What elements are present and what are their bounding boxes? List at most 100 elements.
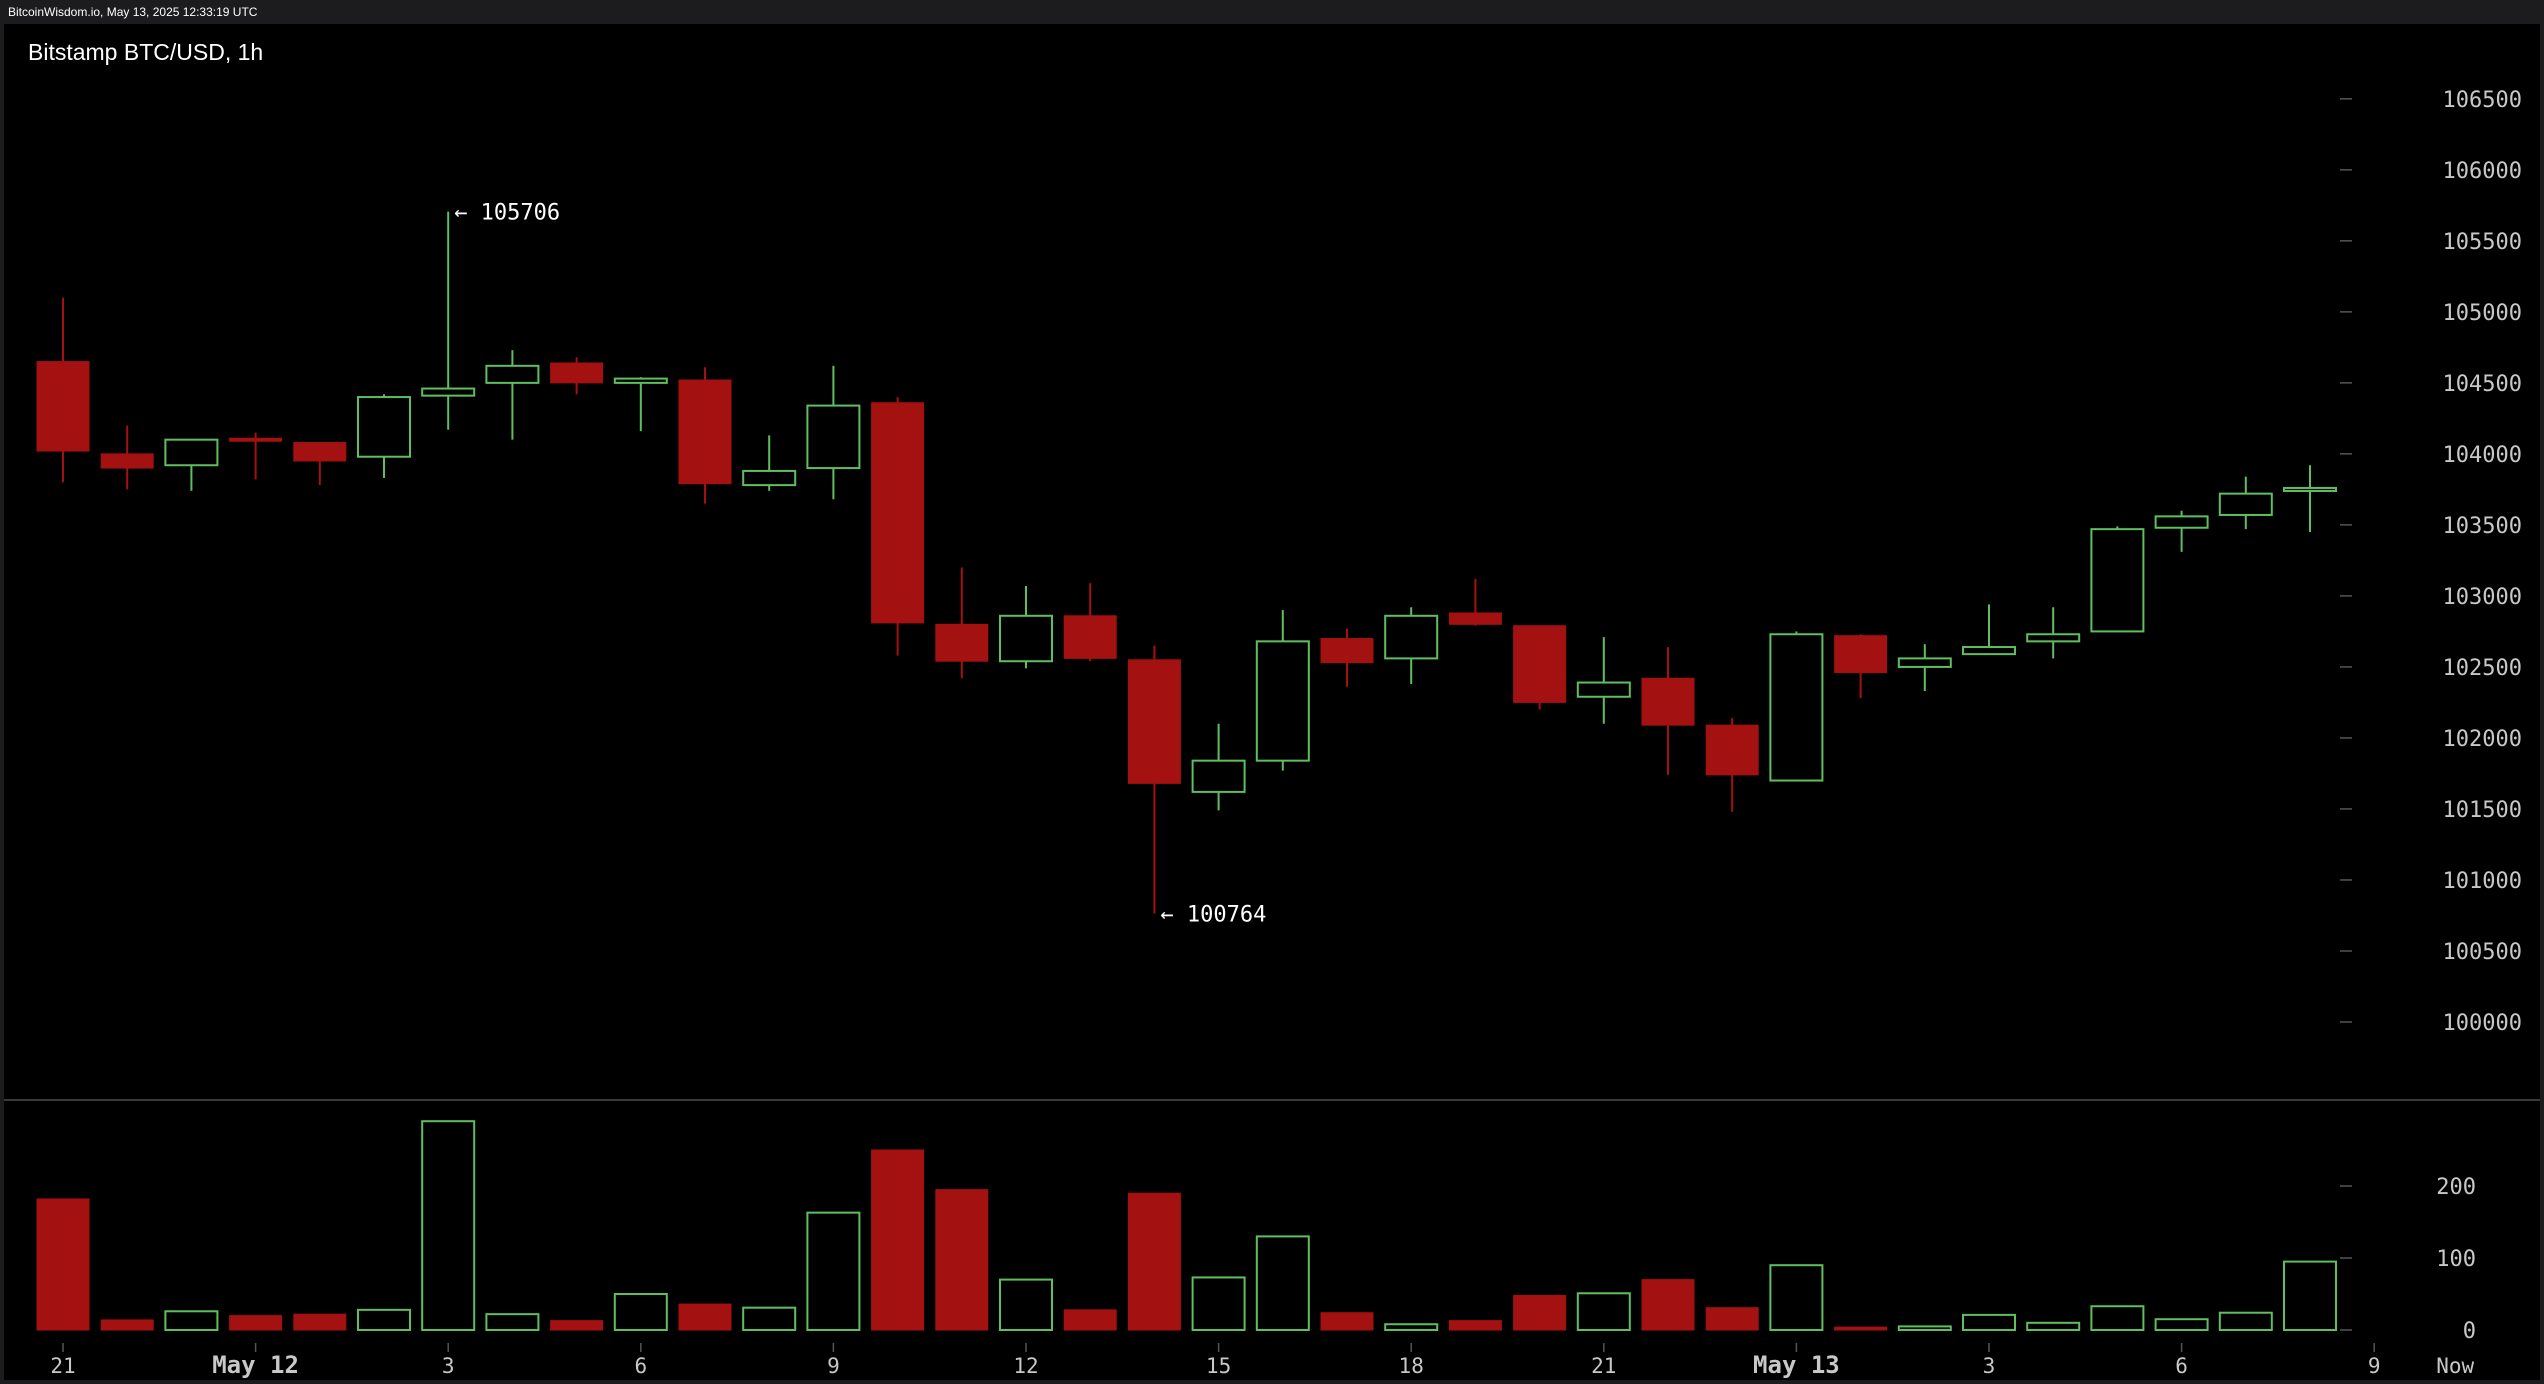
volume-bar-down	[1127, 1192, 1181, 1331]
volume-bar-down	[1705, 1307, 1759, 1331]
candle-body-up	[485, 364, 540, 384]
volume-bar-down	[1063, 1309, 1117, 1331]
candle-body-down	[36, 361, 90, 452]
candle-body-up	[2154, 515, 2209, 529]
time-tick-label: May 13	[1753, 1351, 1840, 1379]
candle-body-up	[1769, 633, 1824, 782]
time-tick-label: 3	[1983, 1354, 1996, 1378]
volume-bar-up	[485, 1313, 540, 1332]
candle-body-up	[421, 387, 476, 397]
volume-tick-label: 0	[2463, 1319, 2476, 1344]
price-tick-label: 105500	[2443, 230, 2522, 255]
volume-bar-up	[2090, 1305, 2145, 1331]
volume-bar-up	[613, 1293, 668, 1331]
top-status-bar: BitcoinWisdom.io, May 13, 2025 12:33:19 …	[0, 0, 2544, 24]
candle-body-up	[1576, 681, 1631, 698]
annotations: ← 105706 ← 100764	[454, 201, 1266, 928]
volume-bar-up	[421, 1120, 476, 1331]
price-tick-label: 101000	[2443, 869, 2522, 894]
price-tick-label: 105000	[2443, 301, 2522, 326]
candle-body-down	[1641, 677, 1695, 726]
time-tick-label: 9	[827, 1354, 840, 1378]
price-tick-label: 103500	[2443, 514, 2522, 539]
volume-tick-label: 100	[2436, 1247, 2476, 1272]
price-tick-label: 100000	[2443, 1011, 2522, 1036]
volume-bars	[36, 1120, 2337, 1332]
volume-bar-down	[935, 1189, 989, 1331]
candle-body-up	[2090, 528, 2145, 633]
candle-body-up	[2283, 486, 2337, 492]
candle-body-up	[357, 396, 411, 458]
candle-body-up	[999, 614, 1053, 663]
volume-bar-up	[2218, 1311, 2273, 1331]
volume-bar-down	[1448, 1320, 1502, 1331]
volume-bar-up	[1897, 1325, 1952, 1332]
candle-body-down	[678, 379, 732, 485]
candle-body-down	[550, 362, 604, 384]
candle-body-down	[100, 453, 154, 469]
volume-bar-up	[1191, 1276, 1246, 1331]
price-tick-label: 103000	[2443, 585, 2522, 610]
volume-bar-up	[357, 1308, 411, 1331]
volume-bar-up	[1255, 1235, 1310, 1332]
volume-bar-down	[1641, 1279, 1695, 1331]
volume-bar-down	[1320, 1312, 1374, 1331]
candle-body-down	[871, 402, 925, 624]
time-axis: 21 May 12 3 6 9 12 15 18 21 May 13 3 6 9 Now	[50, 1343, 2475, 1379]
volume-bar-up	[1962, 1313, 2016, 1332]
volume-bar-up	[1769, 1264, 1824, 1331]
volume-bar-down	[293, 1313, 347, 1331]
time-tick-label: 12	[1013, 1354, 1038, 1378]
time-tick-label: 15	[1206, 1354, 1231, 1378]
candle-body-down	[293, 442, 347, 462]
time-tick-label: 3	[442, 1354, 455, 1378]
timestamp-caption: BitcoinWisdom.io, May 13, 2025 12:33:19 …	[8, 5, 258, 19]
time-tick-label: May 12	[212, 1351, 299, 1379]
volume-axis: 0 100 200	[2340, 1175, 2476, 1344]
candle-body-up	[164, 438, 219, 467]
candle-body-up	[742, 469, 797, 487]
candle-body-up	[613, 377, 668, 384]
volume-bar-up	[806, 1211, 861, 1332]
candle-body-down	[1513, 625, 1567, 703]
volume-bar-up	[742, 1306, 797, 1332]
volume-bar-down	[1834, 1326, 1888, 1331]
volume-bar-up	[2154, 1318, 2209, 1331]
price-tick-label: 104000	[2443, 443, 2522, 468]
volume-bar-down	[100, 1319, 154, 1331]
candle-body-down	[229, 437, 283, 442]
candle-body-up	[806, 404, 861, 470]
candle-body-down	[1320, 638, 1374, 664]
candle-body-up	[1897, 657, 1952, 668]
candle-body-down	[935, 623, 989, 662]
price-tick-label: 106500	[2443, 88, 2522, 113]
candle-body-up	[1255, 640, 1310, 762]
candle-body-up	[1191, 759, 1246, 793]
volume-bar-up	[1576, 1292, 1631, 1332]
volume-bar-down	[1513, 1294, 1567, 1331]
candles	[36, 211, 2337, 914]
volume-bar-up	[164, 1310, 219, 1332]
volume-bar-up	[2026, 1321, 2081, 1332]
candle-body-down	[1834, 635, 1888, 674]
volume-bar-up	[999, 1278, 1053, 1331]
candle-body-up	[2218, 492, 2273, 516]
candle-body-down	[1063, 615, 1117, 659]
time-tick-label: Now	[2436, 1354, 2474, 1378]
time-tick-label: 6	[2175, 1354, 2188, 1378]
volume-bar-down	[871, 1149, 925, 1331]
time-tick-label: 18	[1399, 1354, 1424, 1378]
price-tick-label: 100500	[2443, 940, 2522, 965]
volume-bar-down	[678, 1303, 732, 1331]
volume-bar-down	[36, 1198, 90, 1331]
candle-body-down	[1448, 612, 1502, 625]
volume-tick-label: 200	[2436, 1175, 2476, 1200]
time-tick-label: 21	[50, 1354, 75, 1378]
time-tick-label: 21	[1591, 1354, 1616, 1378]
candle-body-up	[2026, 633, 2081, 643]
candle-body-up	[1962, 646, 2016, 656]
price-tick-label: 104500	[2443, 372, 2522, 397]
candle-body-up	[1384, 614, 1439, 660]
volume-bar-down	[550, 1320, 604, 1331]
